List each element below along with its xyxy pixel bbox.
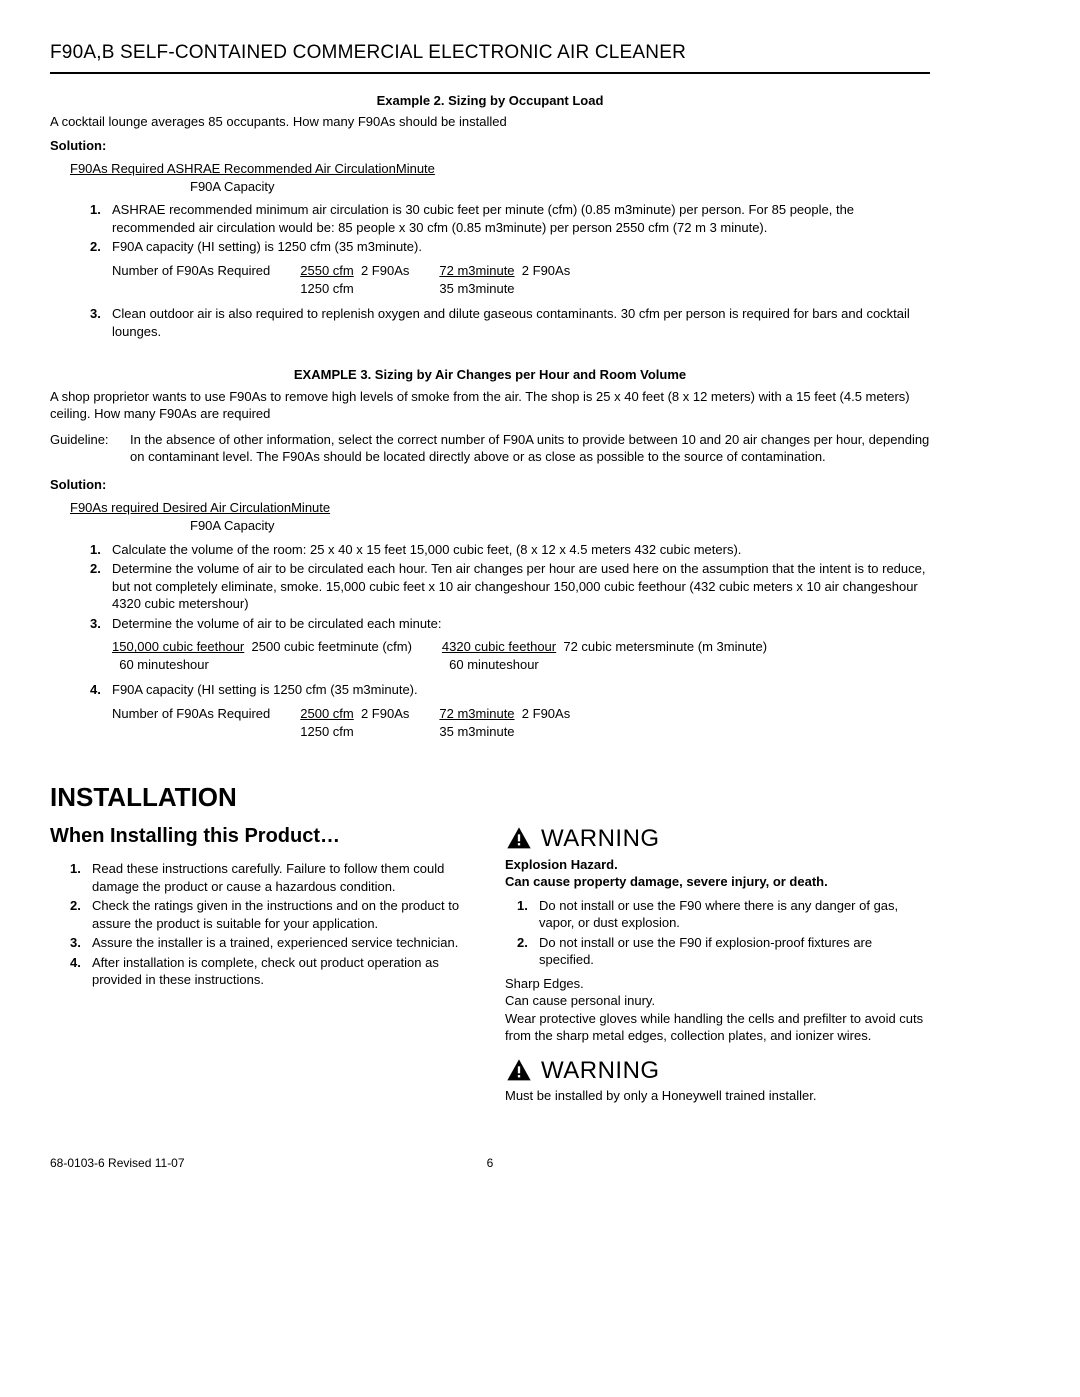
example3-list-cont: 4.F90A capacity (HI setting is 1250 cfm … bbox=[90, 681, 930, 699]
list-item: Determine the volume of air to be circul… bbox=[112, 615, 930, 633]
guideline-label: Guideline: bbox=[50, 431, 130, 466]
guideline-text: In the absence of other information, sel… bbox=[130, 431, 930, 466]
calc-res: 2 F90As bbox=[522, 263, 570, 278]
warning-header: WARNING bbox=[505, 823, 930, 855]
formula-top: F90As Required ASHRAE Recommended Air Ci… bbox=[70, 161, 435, 176]
calc-res: 72 cubic metersminute (m 3minute) bbox=[563, 639, 767, 654]
example2-intro: A cocktail lounge averages 85 occupants.… bbox=[50, 113, 930, 131]
page-title: F90A,B SELF-CONTAINED COMMERCIAL ELECTRO… bbox=[50, 40, 930, 74]
list-num: 3. bbox=[90, 615, 112, 633]
guideline: Guideline: In the absence of other infor… bbox=[50, 431, 930, 466]
calc-val: 1250 cfm bbox=[300, 724, 353, 739]
list-num: 1. bbox=[90, 541, 112, 559]
calc-val: 72 m3minute bbox=[439, 706, 514, 721]
calc-left: 2500 cfm 2 F90As 1250 cfm bbox=[300, 705, 409, 740]
calc-val: 4320 cubic feethour bbox=[442, 639, 556, 654]
formula: F90As Required ASHRAE Recommended Air Ci… bbox=[70, 160, 930, 178]
formula-bottom: F90A Capacity bbox=[190, 517, 930, 535]
footer: 68-0103-6 Revised 11-07 6 bbox=[50, 1155, 930, 1171]
calc-val: 2550 cfm bbox=[300, 263, 353, 278]
list-item: Clean outdoor air is also required to re… bbox=[112, 305, 930, 340]
list-item: Calculate the volume of the room: 25 x 4… bbox=[112, 541, 930, 559]
list-num: 3. bbox=[70, 934, 92, 952]
calc-val: 72 m3minute bbox=[439, 263, 514, 278]
example3-list: 1.Calculate the volume of the room: 25 x… bbox=[90, 541, 930, 633]
installation-heading: INSTALLATION bbox=[50, 780, 930, 815]
list-item: Do not install or use the F90 where ther… bbox=[539, 897, 930, 932]
calc-res: 2 F90As bbox=[361, 706, 409, 721]
list-num: 2. bbox=[70, 897, 92, 932]
list-num: 3. bbox=[90, 305, 112, 340]
list-num: 2. bbox=[90, 560, 112, 613]
calc-val: 35 m3minute bbox=[439, 281, 514, 296]
hazard-label: Explosion Hazard. bbox=[505, 856, 930, 874]
list-item: ASHRAE recommended minimum air circulati… bbox=[112, 201, 930, 236]
installation-sub: When Installing this Product… bbox=[50, 823, 475, 850]
calc-val: 150,000 cubic feethour bbox=[112, 639, 244, 654]
calc-res: 2500 cubic feetminute (cfm) bbox=[252, 639, 412, 654]
formula-top: F90As required Desired Air CirculationMi… bbox=[70, 500, 330, 515]
example3-title: EXAMPLE 3. Sizing by Air Changes per Hou… bbox=[50, 366, 930, 384]
solution-label: Solution: bbox=[50, 476, 930, 494]
calc-val: 2500 cfm bbox=[300, 706, 353, 721]
list-num: 4. bbox=[70, 954, 92, 989]
list-num: 2. bbox=[517, 934, 539, 969]
calc-left: 2550 cfm 2 F90As 1250 cfm bbox=[300, 262, 409, 297]
calc-val: 60 minuteshour bbox=[119, 657, 209, 672]
footer-page: 6 bbox=[487, 1155, 494, 1171]
warning-icon bbox=[505, 825, 533, 853]
list-item: Read these instructions carefully. Failu… bbox=[92, 860, 475, 895]
calc-val: 35 m3minute bbox=[439, 724, 514, 739]
formula: F90As required Desired Air CirculationMi… bbox=[70, 499, 930, 517]
list-item: F90A capacity (HI setting) is 1250 cfm (… bbox=[112, 238, 930, 256]
injury: Can cause personal inury. bbox=[505, 992, 930, 1010]
warning2-header: WARNING bbox=[505, 1055, 930, 1087]
rate-right: 4320 cubic feethour 72 cubic metersminut… bbox=[442, 638, 767, 673]
list-item: Assure the installer is a trained, exper… bbox=[92, 934, 475, 952]
gloves: Wear protective gloves while handling th… bbox=[505, 1010, 930, 1045]
warning-list: 1.Do not install or use the F90 where th… bbox=[517, 897, 930, 969]
example2-list-cont: 3.Clean outdoor air is also required to … bbox=[90, 305, 930, 340]
warning-icon bbox=[505, 1057, 533, 1085]
rate-left: 150,000 cubic feethour 2500 cubic feetmi… bbox=[112, 638, 412, 673]
calc-right: 72 m3minute 2 F90As 35 m3minute bbox=[439, 705, 570, 740]
calc-right: 72 m3minute 2 F90As 35 m3minute bbox=[439, 262, 570, 297]
example2-list: 1.ASHRAE recommended minimum air circula… bbox=[90, 201, 930, 256]
install-list: 1.Read these instructions carefully. Fai… bbox=[70, 860, 475, 989]
solution-label: Solution: bbox=[50, 137, 930, 155]
list-item: Do not install or use the F90 if explosi… bbox=[539, 934, 930, 969]
warning-title: WARNING bbox=[541, 823, 660, 855]
list-item: Check the ratings given in the instructi… bbox=[92, 897, 475, 932]
calc-val: 1250 cfm bbox=[300, 281, 353, 296]
list-num: 1. bbox=[90, 201, 112, 236]
list-num: 4. bbox=[90, 681, 112, 699]
calc-block: Number of F90As Required 2500 cfm 2 F90A… bbox=[112, 705, 930, 740]
list-item: Determine the volume of air to be circul… bbox=[112, 560, 930, 613]
calc-res: 2 F90As bbox=[522, 706, 570, 721]
installation-columns: When Installing this Product… 1.Read the… bbox=[50, 823, 930, 1105]
warning2-title: WARNING bbox=[541, 1055, 660, 1087]
calc-val: 60 minuteshour bbox=[449, 657, 539, 672]
footer-left: 68-0103-6 Revised 11-07 bbox=[50, 1155, 487, 1171]
list-num: 1. bbox=[70, 860, 92, 895]
formula-bottom: F90A Capacity bbox=[190, 178, 930, 196]
list-num: 2. bbox=[90, 238, 112, 256]
can-cause: Can cause property damage, severe injury… bbox=[505, 873, 930, 891]
list-item: After installation is complete, check ou… bbox=[92, 954, 475, 989]
list-item: F90A capacity (HI setting is 1250 cfm (3… bbox=[112, 681, 930, 699]
calc-res: 2 F90As bbox=[361, 263, 409, 278]
calc-label: Number of F90As Required bbox=[112, 262, 270, 297]
rate-block: 150,000 cubic feethour 2500 cubic feetmi… bbox=[112, 638, 930, 673]
warning2-text: Must be installed by only a Honeywell tr… bbox=[505, 1087, 930, 1105]
example2-title: Example 2. Sizing by Occupant Load bbox=[50, 92, 930, 110]
list-num: 1. bbox=[517, 897, 539, 932]
calc-block: Number of F90As Required 2550 cfm 2 F90A… bbox=[112, 262, 930, 297]
example3-intro: A shop proprietor wants to use F90As to … bbox=[50, 388, 930, 423]
calc-label: Number of F90As Required bbox=[112, 705, 270, 740]
sharp-edges: Sharp Edges. bbox=[505, 975, 930, 993]
